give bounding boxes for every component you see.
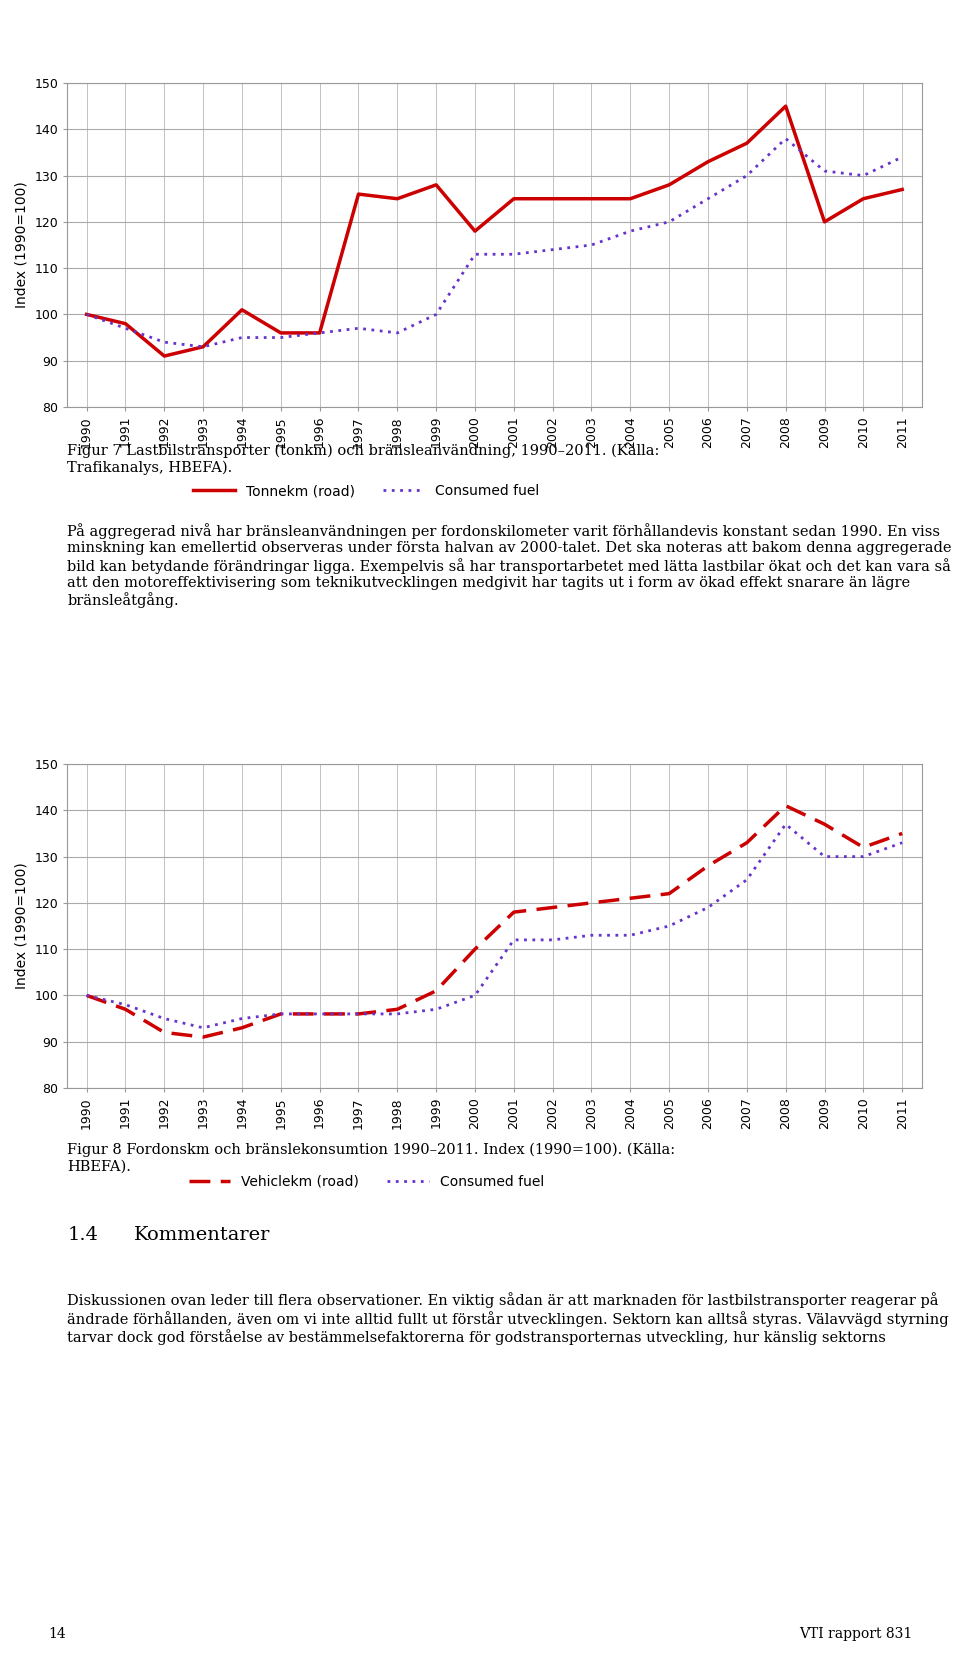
Text: Figur 7 Lastbilstransporter (tonkm) och bränsleanvändning, 1990–2011. (Källa:
Tr: Figur 7 Lastbilstransporter (tonkm) och … — [67, 443, 660, 475]
Text: Kommentarer: Kommentarer — [134, 1226, 271, 1244]
Y-axis label: Index (1990=100): Index (1990=100) — [14, 862, 29, 990]
Legend: Vehiclekm (road), Consumed fuel: Vehiclekm (road), Consumed fuel — [183, 1169, 549, 1194]
Text: Diskussionen ovan leder till flera observationer. En viktig sådan är att marknad: Diskussionen ovan leder till flera obser… — [67, 1292, 948, 1345]
Legend: Tonnekm (road), Consumed fuel: Tonnekm (road), Consumed fuel — [187, 478, 545, 503]
Y-axis label: Index (1990=100): Index (1990=100) — [14, 181, 29, 309]
Text: Figur 8 Fordonskm och bränslekonsumtion 1990–2011. Index (1990=100). (Källa:
HBE: Figur 8 Fordonskm och bränslekonsumtion … — [67, 1143, 675, 1173]
Text: På aggregerad nivå har bränsleanvändningen per fordonskilometer varit förhålland: På aggregerad nivå har bränsleanvändning… — [67, 523, 951, 608]
Text: 1.4: 1.4 — [67, 1226, 98, 1244]
Text: VTI rapport 831: VTI rapport 831 — [799, 1628, 912, 1641]
Text: 14: 14 — [48, 1628, 65, 1641]
